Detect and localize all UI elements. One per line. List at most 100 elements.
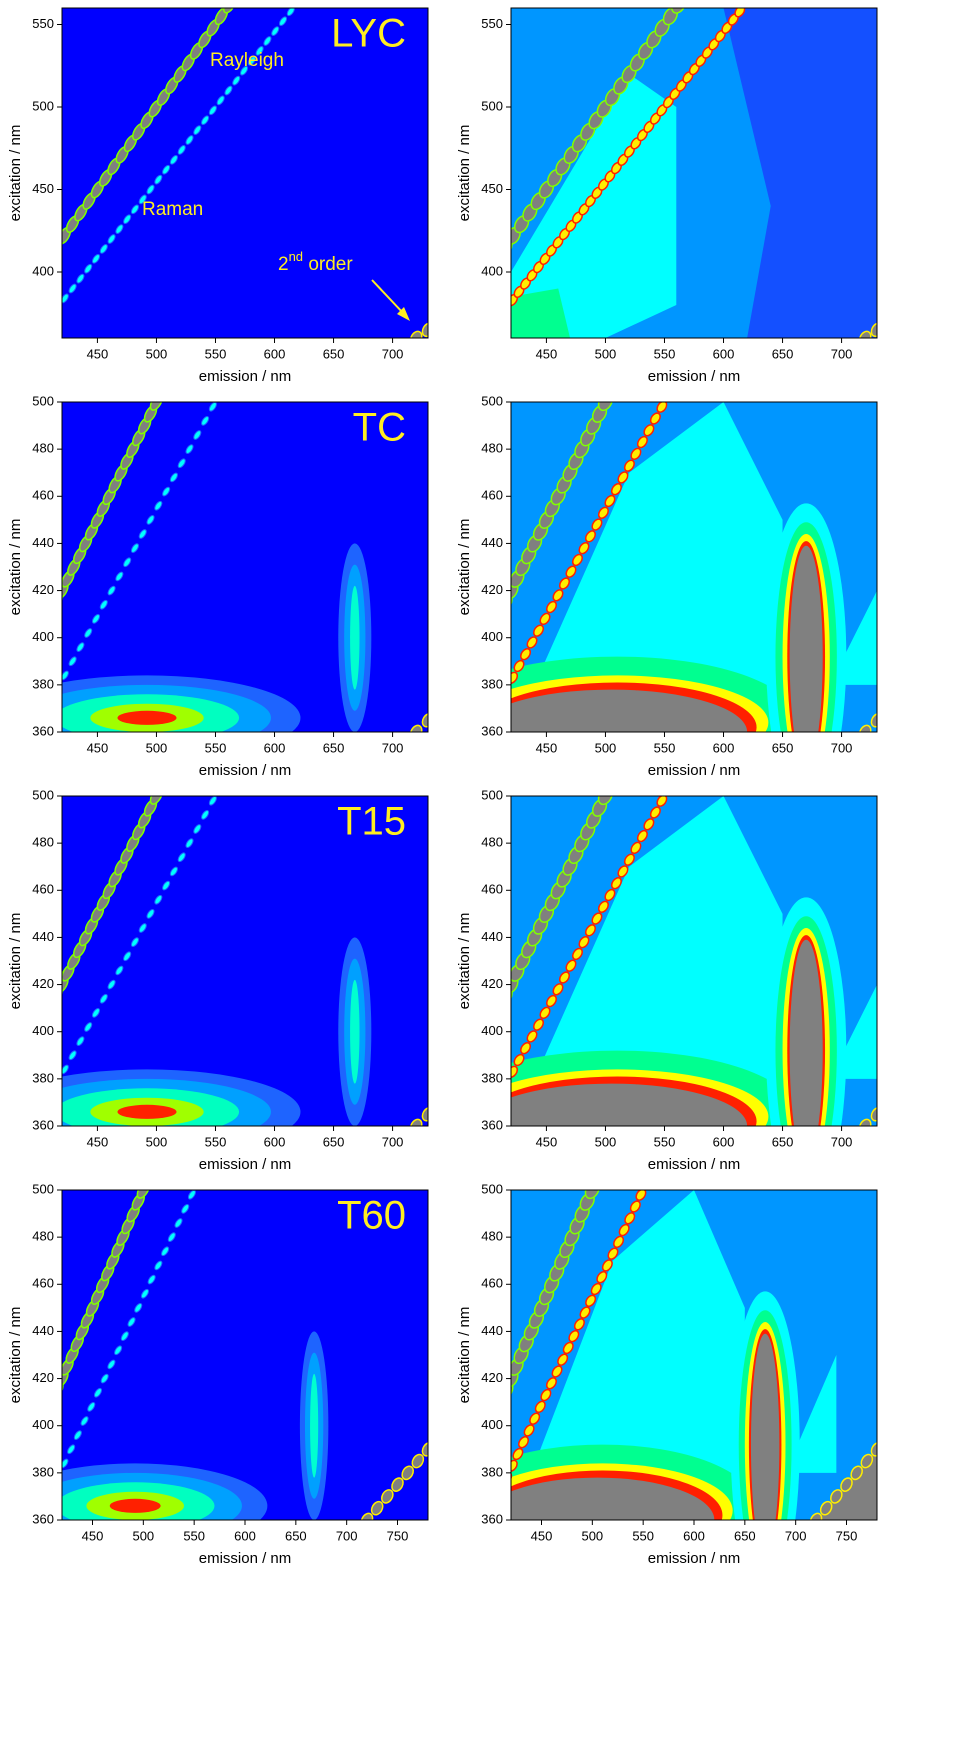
x-tick-label: 700 bbox=[831, 1134, 853, 1149]
raman-band bbox=[601, 1259, 613, 1272]
raman-band bbox=[493, 1088, 506, 1102]
second-order-band bbox=[840, 1477, 853, 1492]
raman-band bbox=[174, 1218, 183, 1228]
raman-band bbox=[140, 1288, 149, 1299]
y-tick-label: 360 bbox=[32, 723, 54, 738]
y-tick-label: 500 bbox=[481, 393, 503, 408]
y-tick-label: 450 bbox=[32, 181, 54, 196]
raman-band bbox=[99, 599, 108, 610]
second-order-band bbox=[409, 330, 423, 338]
y-axis-label: excitation / nm bbox=[456, 519, 473, 616]
raman-band bbox=[224, 85, 233, 96]
y-tick-label: 480 bbox=[32, 1229, 54, 1244]
raman-band bbox=[610, 483, 622, 496]
x-tick-label: 500 bbox=[595, 346, 617, 361]
y-tick-label: 460 bbox=[32, 1276, 54, 1291]
raman-band bbox=[201, 810, 210, 820]
y-tick-label: 400 bbox=[32, 1023, 54, 1038]
x-tick-label: 700 bbox=[831, 740, 853, 755]
raman-band bbox=[286, 8, 295, 17]
y-tick-label: 480 bbox=[481, 1229, 503, 1244]
contour-plot bbox=[511, 1190, 877, 1520]
y-tick-label: 400 bbox=[481, 263, 503, 278]
raman-band bbox=[68, 283, 77, 294]
y-tick-label: 420 bbox=[481, 976, 503, 991]
raman-band bbox=[76, 1036, 85, 1046]
annotation-sup: nd bbox=[289, 249, 303, 264]
contour-level bbox=[511, 689, 748, 732]
second-order-band bbox=[421, 1441, 428, 1457]
y-tick-label: 460 bbox=[481, 882, 503, 897]
raman-band bbox=[44, 698, 54, 709]
raman-band bbox=[73, 1430, 82, 1440]
y-tick-label: 500 bbox=[32, 1181, 54, 1196]
raman-band bbox=[177, 145, 186, 155]
x-axis-label: emission / nm bbox=[199, 1550, 292, 1567]
plot-frame bbox=[61, 401, 429, 733]
y-tick-label: 420 bbox=[32, 976, 54, 991]
raman-band bbox=[579, 1306, 591, 1319]
x-tick-label: 650 bbox=[323, 346, 345, 361]
raman-band bbox=[247, 55, 256, 66]
x-tick-label: 500 bbox=[132, 1528, 154, 1543]
y-tick-label: 360 bbox=[481, 723, 503, 738]
raman-band bbox=[107, 585, 116, 596]
raman-band bbox=[649, 806, 661, 819]
x-tick-label: 600 bbox=[264, 346, 286, 361]
plot-frame bbox=[61, 7, 429, 339]
raman-band bbox=[529, 1412, 541, 1425]
raman-band bbox=[216, 95, 225, 106]
second-order-band bbox=[870, 712, 877, 728]
raman-band bbox=[610, 877, 622, 890]
x-tick-label: 550 bbox=[205, 740, 227, 755]
raman-band bbox=[486, 318, 499, 332]
raman-band bbox=[115, 965, 124, 976]
raman-band bbox=[99, 993, 108, 1004]
x-tick-label: 500 bbox=[146, 1134, 168, 1149]
x-tick-label: 550 bbox=[654, 346, 676, 361]
second-order-band bbox=[421, 712, 428, 728]
raman-band bbox=[138, 923, 147, 933]
x-tick-label: 550 bbox=[205, 346, 227, 361]
second-order-band bbox=[409, 1118, 423, 1126]
y-tick-label: 400 bbox=[32, 263, 54, 278]
raman-band bbox=[107, 234, 116, 244]
raman-band bbox=[511, 1459, 518, 1472]
raman-band bbox=[84, 628, 93, 638]
second-order-band bbox=[401, 1465, 414, 1481]
raman-band bbox=[123, 214, 132, 225]
annotation: 2nd order bbox=[278, 249, 353, 275]
y-tick-label: 480 bbox=[481, 835, 503, 850]
raman-band bbox=[162, 486, 171, 497]
contour-level bbox=[511, 1477, 715, 1520]
x-axis-label: emission / nm bbox=[199, 1156, 292, 1173]
x-axis-label: emission / nm bbox=[199, 368, 292, 385]
y-tick-label: 460 bbox=[32, 882, 54, 897]
raman-band bbox=[597, 506, 609, 519]
x-tick-label: 450 bbox=[82, 1528, 104, 1543]
contour-plot bbox=[62, 774, 428, 1126]
x-tick-label: 500 bbox=[146, 740, 168, 755]
raman-band bbox=[87, 1402, 96, 1412]
second-order-band bbox=[819, 1500, 833, 1516]
contour-plot bbox=[44, 402, 428, 732]
y-tick-label: 440 bbox=[481, 1323, 503, 1338]
raman-band bbox=[271, 26, 280, 36]
x-tick-label: 450 bbox=[536, 346, 558, 361]
y-tick-label: 500 bbox=[481, 1181, 503, 1196]
y-axis-label: excitation / nm bbox=[456, 125, 473, 222]
raman-band bbox=[545, 1377, 557, 1390]
raman-band bbox=[123, 557, 132, 568]
raman-band bbox=[208, 402, 217, 412]
second-order-band bbox=[870, 322, 877, 338]
x-tick-label: 700 bbox=[831, 346, 853, 361]
raman-band bbox=[263, 36, 272, 46]
contour-level bbox=[350, 979, 360, 1084]
x-tick-label: 700 bbox=[382, 346, 404, 361]
raman-band bbox=[617, 471, 629, 484]
x-tick-label: 600 bbox=[713, 1134, 735, 1149]
rayleigh-band bbox=[154, 774, 171, 794]
raman-band bbox=[493, 694, 506, 708]
x-tick-label: 750 bbox=[387, 1528, 409, 1543]
x-tick-label: 550 bbox=[183, 1528, 205, 1543]
